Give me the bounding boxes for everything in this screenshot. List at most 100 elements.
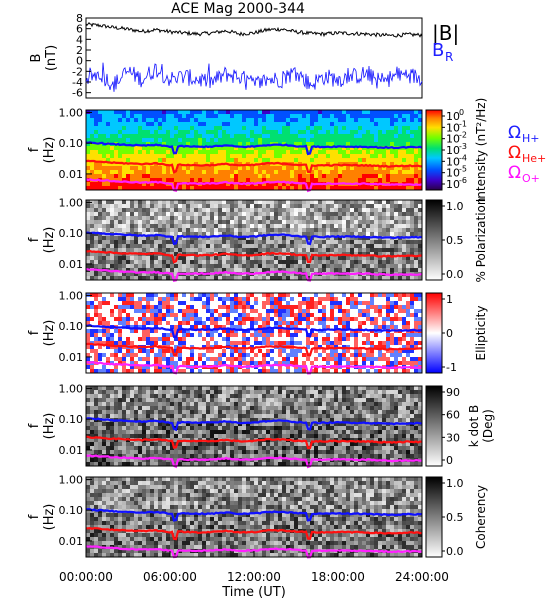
heatmap-cell	[278, 361, 283, 366]
heatmap-cell	[194, 305, 199, 310]
heatmap-cell	[314, 166, 319, 171]
heatmap-cell	[102, 345, 107, 350]
heatmap-cell	[162, 313, 167, 318]
heatmap-cell	[106, 110, 111, 115]
heatmap-cell	[314, 297, 319, 302]
heatmap-cell	[298, 236, 303, 241]
heatmap-cell	[110, 244, 115, 249]
heatmap-cell	[246, 224, 251, 229]
heatmap-cell	[186, 264, 191, 269]
heatmap-cell	[226, 325, 231, 330]
heatmap-cell	[102, 369, 107, 374]
heatmap-cell	[298, 212, 303, 217]
heatmap-cell	[330, 208, 335, 213]
colorbar-tick-label: 10	[446, 178, 460, 191]
heatmap-cell	[126, 114, 131, 119]
heatmap-cell	[218, 186, 223, 191]
heatmap-cell	[350, 248, 355, 253]
heatmap-cell	[198, 118, 203, 123]
heatmap-cell	[310, 313, 315, 318]
freq-axis-label: f	[27, 237, 42, 242]
heatmap-cell	[146, 122, 151, 127]
heatmap-cell	[102, 337, 107, 342]
heatmap-cell	[350, 208, 355, 213]
heatmap-cell	[298, 256, 303, 261]
heatmap-cell	[142, 321, 147, 326]
heatmap-cell	[94, 130, 99, 135]
heatmap-cell	[390, 297, 395, 302]
heatmap-cell	[206, 216, 211, 221]
heatmap-cell	[270, 313, 275, 318]
heatmap-cell	[382, 200, 387, 205]
heatmap-cell	[238, 244, 243, 249]
heatmap-cell	[238, 256, 243, 261]
heatmap-cell	[154, 114, 159, 119]
heatmap-cell	[310, 240, 315, 245]
heatmap-cell	[142, 313, 147, 318]
heatmap-cell	[258, 357, 263, 362]
heatmap-cell	[98, 260, 103, 265]
heatmap-cell	[366, 305, 371, 310]
heatmap-cell	[102, 216, 107, 221]
heatmap-cell	[346, 174, 351, 179]
heatmap-cell	[414, 232, 419, 237]
heatmap-cell	[314, 200, 319, 205]
heatmap-cell	[370, 208, 375, 213]
heatmap-cell	[290, 268, 295, 273]
heatmap-cell	[94, 341, 99, 346]
heatmap-cell	[126, 122, 131, 127]
heatmap-cell	[154, 224, 159, 229]
heatmap-cell	[98, 240, 103, 245]
heatmap-cell	[122, 256, 127, 261]
heatmap-cell	[106, 228, 111, 233]
heatmap-cell	[330, 186, 335, 191]
heatmap-cell	[390, 166, 395, 171]
heatmap-cell	[334, 293, 339, 298]
heatmap-cell	[322, 240, 327, 245]
heatmap-cell	[410, 212, 415, 217]
heatmap-cell	[302, 260, 307, 265]
heatmap-cell	[182, 260, 187, 265]
heatmap-cell	[402, 204, 407, 209]
heatmap-cell	[234, 208, 239, 213]
heatmap-cell	[230, 256, 235, 261]
heatmap-cell	[234, 200, 239, 205]
colorbar-tick-label: 10	[446, 155, 460, 168]
heatmap-cell	[214, 305, 219, 310]
heatmap-cell	[154, 276, 159, 281]
heatmap-cell	[166, 297, 171, 302]
heatmap-cell	[146, 186, 151, 191]
heatmap-cell	[254, 186, 259, 191]
heatmap-cell	[222, 349, 227, 354]
heatmap-cell	[286, 200, 291, 205]
heatmap-cell	[198, 174, 203, 179]
heatmap-cell	[382, 110, 387, 115]
heatmap-cell	[222, 276, 227, 281]
heatmap-cell	[202, 345, 207, 350]
heatmap-cell	[190, 248, 195, 253]
heatmap-cell	[238, 220, 243, 225]
heatmap-cell	[194, 138, 199, 143]
heatmap-cell	[250, 325, 255, 330]
heatmap-cell	[290, 118, 295, 123]
heatmap-cell	[246, 158, 251, 163]
heatmap-cell	[194, 122, 199, 127]
heatmap-cell	[170, 150, 175, 155]
heatmap-cell	[178, 297, 183, 302]
heatmap-cell	[194, 357, 199, 362]
heatmap-cell	[94, 329, 99, 334]
heatmap-cell	[330, 174, 335, 179]
heatmap-cell	[410, 276, 415, 281]
heatmap-cell	[154, 268, 159, 273]
heatmap-cell	[202, 313, 207, 318]
heatmap-cell	[190, 341, 195, 346]
heatmap-cell	[270, 321, 275, 326]
heatmap-cell	[314, 158, 319, 163]
heatmap-cell	[150, 313, 155, 318]
heatmap-cell	[394, 118, 399, 123]
heatmap-cell	[274, 260, 279, 265]
heatmap-cell	[150, 337, 155, 342]
heatmap-cell	[250, 220, 255, 225]
heatmap-cell	[366, 353, 371, 358]
heatmap-cell	[290, 186, 295, 191]
